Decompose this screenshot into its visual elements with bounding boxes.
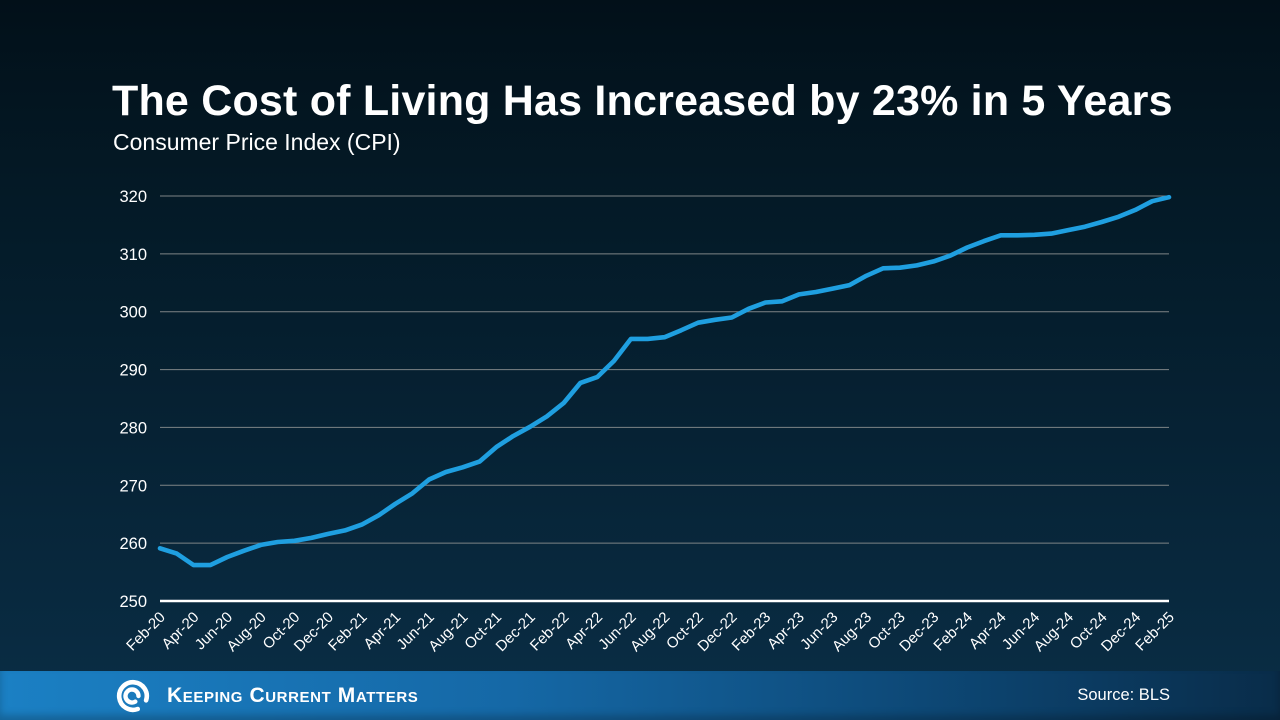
svg-text:Feb-21: Feb-21 — [325, 609, 371, 655]
svg-text:Feb-23: Feb-23 — [729, 609, 775, 655]
svg-text:Feb-25: Feb-25 — [1132, 609, 1178, 655]
cpi-line-chart: 250260270280290300310320Feb-20Apr-20Jun-… — [119, 188, 1178, 655]
svg-text:Feb-20: Feb-20 — [123, 609, 169, 655]
svg-text:250: 250 — [119, 593, 147, 611]
svg-text:260: 260 — [119, 535, 147, 553]
chart-subtitle: Consumer Price Index (CPI) — [113, 129, 401, 156]
brand-lockup: Keeping Current Matters — [110, 671, 418, 720]
svg-text:290: 290 — [119, 362, 147, 380]
svg-text:270: 270 — [119, 477, 147, 495]
svg-text:310: 310 — [119, 246, 147, 264]
svg-text:280: 280 — [119, 419, 147, 437]
cpi-chart-area: 250 260 270 280 290 300 310 320 Feb-20 Apr-20 Jun-… — [119, 188, 1178, 655]
brand-name: Keeping Current Matters — [167, 683, 419, 707]
svg-text:320: 320 — [119, 188, 147, 206]
footer-bar: Keeping Current Matters Source: BLS — [0, 671, 1280, 720]
svg-text:Feb-22: Feb-22 — [527, 609, 573, 655]
page-title: The Cost of Living Has Increased by 23% … — [112, 76, 1173, 125]
svg-text:Feb-24: Feb-24 — [930, 609, 976, 655]
svg-text:300: 300 — [119, 304, 147, 322]
source-label: Source: BLS — [1077, 686, 1170, 704]
kcm-swirl-icon — [116, 679, 150, 712]
